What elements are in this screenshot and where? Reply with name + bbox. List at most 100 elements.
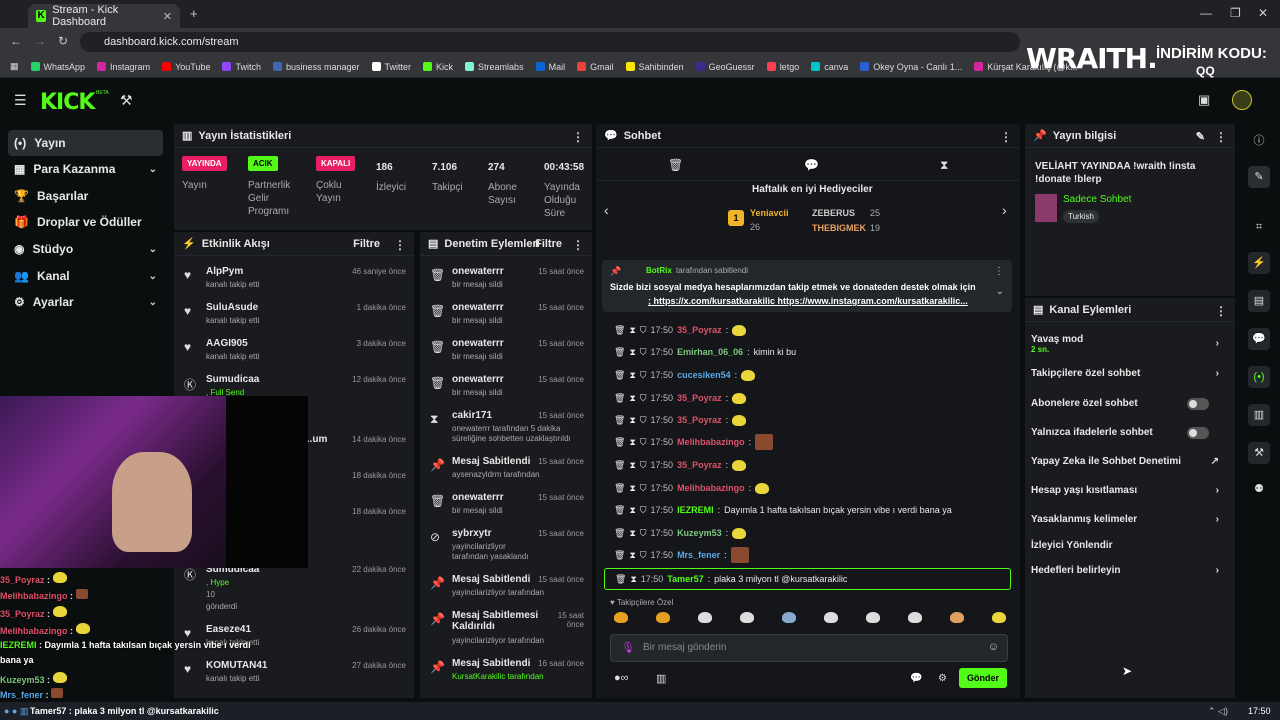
bookmark-business[interactable]: business manager xyxy=(272,62,360,72)
emoji-icon[interactable]: ☺ xyxy=(987,641,999,653)
emote-button[interactable] xyxy=(992,612,1006,623)
emote-button[interactable] xyxy=(950,612,964,623)
sidebar-item-para-kazanma[interactable]: ▦ Para Kazanma ⌄ xyxy=(8,156,163,182)
emote-button[interactable] xyxy=(908,612,922,623)
hourglass-tab-icon[interactable]: ⧗ xyxy=(940,158,949,172)
hammer-icon[interactable]: ⚒ xyxy=(120,92,133,108)
edit-icon[interactable]: ✎ xyxy=(1248,166,1270,188)
more-icon[interactable]: ⋮ xyxy=(1000,130,1012,144)
bookmark-twitter[interactable]: Twitter xyxy=(371,62,411,72)
edit-icon[interactable]: ✎ xyxy=(1195,131,1205,143)
tray-icons[interactable]: ⌃ ◁) xyxy=(1208,706,1228,716)
action-slow-mode[interactable]: Yavaş mod 2 sn. › xyxy=(1031,334,1219,354)
chevron-down-icon: ⌄ xyxy=(148,270,157,282)
sidebar-item-yayin[interactable]: (•) Yayın xyxy=(8,130,163,156)
chevron-left-icon[interactable]: ‹ xyxy=(604,202,609,218)
broadcast-icon[interactable]: (•) xyxy=(1248,366,1270,388)
hammer-icon[interactable]: ⚒ xyxy=(1248,442,1270,464)
close-window-icon[interactable]: ✕ xyxy=(1258,6,1269,20)
chat-tab-icon[interactable]: 💬 xyxy=(804,158,819,172)
forward-icon[interactable]: → xyxy=(34,34,46,48)
pinned-links[interactable]: ; https://x.com/kursatkarakilic https://… xyxy=(648,296,968,306)
emote-button[interactable] xyxy=(782,612,796,623)
bookmark-okey[interactable]: Okey Oyna - Canlı 1... xyxy=(860,62,962,72)
pinned-message[interactable]: 📌 BotRix tarafından sabitlendi Sizde biz… xyxy=(602,260,1012,312)
send-button[interactable]: Gönder xyxy=(959,668,1007,688)
bookmark-instagram[interactable]: Instagram xyxy=(97,62,150,72)
bookmark-kursat[interactable]: Kürşat Karakılıç (@k... xyxy=(974,62,1077,72)
info-icon[interactable]: ⓘ xyxy=(1253,135,1265,147)
trash-tab-icon[interactable]: 🗑 xyxy=(668,158,684,172)
action-ai-moderation[interactable]: Yapay Zeka ile Sohbet Denetimi ↗ xyxy=(1031,456,1219,467)
bookmark-twitch[interactable]: Twitch xyxy=(222,62,261,72)
avatar[interactable] xyxy=(1232,90,1252,110)
bookmark-canva[interactable]: canva xyxy=(811,62,848,72)
action-goals[interactable]: Hedefleri belirleyin › xyxy=(1031,565,1219,576)
chat-input[interactable]: 🎙 Bir mesaj gönderin ☺ xyxy=(610,634,1008,662)
action-banned-words[interactable]: Yasaklanmış kelimeler › xyxy=(1031,514,1219,525)
browser-tab[interactable]: K Stream - Kick Dashboard ✕ xyxy=(28,4,180,28)
chevron-right-icon[interactable]: › xyxy=(1002,202,1007,218)
timeout-icon: ⧗ xyxy=(629,527,636,538)
emote-button[interactable] xyxy=(824,612,838,623)
store-icon[interactable]: ▥ xyxy=(656,673,667,685)
bookmark-mail[interactable]: Mail xyxy=(535,62,565,72)
crop-icon[interactable]: ⌗ xyxy=(1255,221,1263,233)
users-icon[interactable]: ⚉ xyxy=(1254,483,1264,495)
tab-close-icon[interactable]: ✕ xyxy=(162,10,172,23)
bookmark-youtube[interactable]: YouTube xyxy=(162,62,210,72)
bookmark-sahibinden[interactable]: Sahibinden xyxy=(625,62,684,72)
emote-button[interactable] xyxy=(866,612,880,623)
minimize-icon[interactable]: — xyxy=(1200,6,1212,20)
stream-title: VELİAHT YAYINDAA !wraith !insta !donate … xyxy=(1035,161,1196,185)
action-follower-chat[interactable]: Takipçilere özel sohbet › xyxy=(1031,368,1219,379)
bookmark-whatsapp[interactable]: WhatsApp xyxy=(30,62,85,72)
more-icon[interactable]: ⋮ xyxy=(1215,130,1227,144)
emote-button[interactable] xyxy=(614,612,628,623)
more-icon[interactable]: ⋮ xyxy=(394,238,406,252)
sidebar-item-basarilar[interactable]: 🏆 Başarılar xyxy=(8,183,163,209)
more-icon[interactable]: ⋮ xyxy=(572,238,584,252)
filter-button[interactable]: Filtre xyxy=(353,238,380,250)
bookmark-gmail[interactable]: Gmail xyxy=(577,62,614,72)
sidebar-item-studyo[interactable]: ◉ Stüdyo ⌄ xyxy=(8,236,163,262)
sidebar-item-kanal[interactable]: 👥 Kanal ⌄ xyxy=(8,263,163,289)
bookmark-streamlabs[interactable]: Streamlabs xyxy=(465,62,524,72)
url-input[interactable]: dashboard.kick.com/stream xyxy=(80,32,1020,52)
sidebar-item-droplar[interactable]: 🎁 Droplar ve Ödüller xyxy=(8,209,163,235)
chevron-down-icon[interactable]: ⌄ xyxy=(995,286,1004,297)
bookmark-kick[interactable]: Kick xyxy=(423,62,453,72)
taskbar-app-icons[interactable]: ● ● ▥ xyxy=(4,706,29,716)
category-link[interactable]: Sadece Sohbet xyxy=(1063,194,1132,205)
card-icon[interactable]: ▣ xyxy=(1198,92,1211,107)
kick-logo[interactable]: KICK xyxy=(40,90,95,115)
bookmark-geoguessr[interactable]: GeoGuessr xyxy=(695,62,755,72)
apps-icon[interactable]: ▦ xyxy=(10,61,19,71)
action-account-age[interactable]: Hesap yaşı kısıtlaması › xyxy=(1031,485,1219,496)
menu-icon[interactable]: ☰ xyxy=(14,92,27,108)
points-icon[interactable]: ●∞ xyxy=(614,672,629,684)
settings-icon[interactable]: ⚙ xyxy=(938,673,947,684)
list-icon[interactable]: ▤ xyxy=(1248,290,1270,312)
new-tab-button[interactable]: + xyxy=(190,6,198,21)
filter-button[interactable]: Filtre xyxy=(535,238,562,250)
emote-button[interactable] xyxy=(656,612,670,623)
toggle-switch[interactable] xyxy=(1187,398,1209,410)
back-icon[interactable]: ← xyxy=(10,34,22,48)
chat-bubble-icon[interactable]: 💬 xyxy=(910,673,923,684)
action-raid[interactable]: İzleyici Yönlendir xyxy=(1031,540,1113,551)
stack-icon[interactable]: ▥ xyxy=(1248,404,1270,426)
more-icon[interactable]: ⋮ xyxy=(1215,304,1227,318)
reload-icon[interactable]: ↻ xyxy=(58,34,69,48)
chat-icon[interactable]: 💬 xyxy=(1248,328,1270,350)
toggle-switch[interactable] xyxy=(1187,427,1209,439)
mic-icon[interactable]: 🎙 xyxy=(621,642,635,654)
emote-button[interactable] xyxy=(740,612,754,623)
more-icon[interactable]: ⋮ xyxy=(994,266,1004,277)
bolt-icon[interactable]: ⚡ xyxy=(1248,252,1270,274)
bookmark-letgo[interactable]: letgo xyxy=(766,62,799,72)
sidebar-item-ayarlar[interactable]: ⚙ Ayarlar ⌄ xyxy=(8,289,163,315)
maximize-icon[interactable]: ❐ xyxy=(1230,6,1241,20)
emote-button[interactable] xyxy=(698,612,712,623)
more-icon[interactable]: ⋮ xyxy=(572,130,584,144)
